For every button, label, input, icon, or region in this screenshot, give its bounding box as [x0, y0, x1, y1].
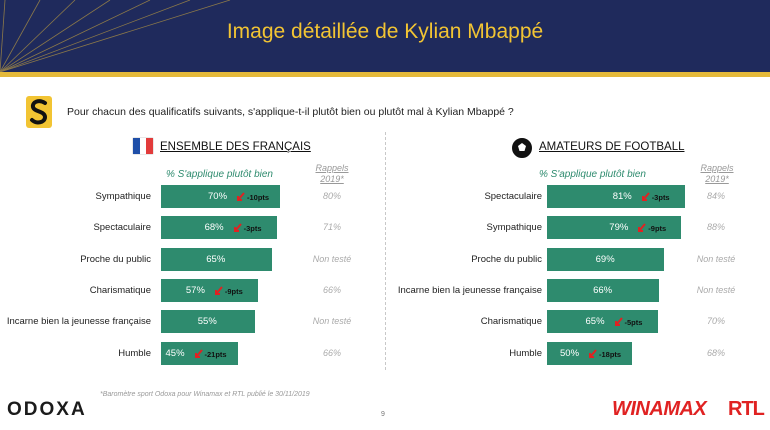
rappel-value: 66%	[322, 347, 341, 358]
delta-label: -9pts	[648, 224, 667, 234]
category-label: Proche du public	[471, 253, 542, 265]
panel-title-amateurs: AMATEURS DE FOOTBALL	[539, 141, 685, 153]
category-label: Proche du public	[80, 253, 151, 265]
bar-value-label: 57%	[185, 284, 205, 296]
page-title: Image détaillée de Kylian Mbappé	[226, 20, 544, 43]
down-arrow-icon	[214, 286, 223, 295]
bar-value-label: 65%	[206, 253, 226, 265]
france-flag-icon	[133, 138, 154, 154]
rappel-header-right: Rappels 2019*	[697, 163, 737, 185]
panel-title-francais: ENSEMBLE DES FRANÇAIS	[160, 141, 311, 153]
rappel-value: Non testé	[312, 316, 352, 327]
bar	[547, 278, 660, 302]
odoxa-s-logo	[26, 96, 52, 128]
delta-label: -5pts	[624, 318, 643, 328]
category-label: Incarne bien la jeunesse française	[6, 316, 151, 328]
category-label: Charismatique	[480, 316, 542, 328]
bar-value-label: 68%	[204, 222, 224, 234]
rappel-header-left: Rappels 2019*	[312, 163, 352, 185]
rappel-value: 68%	[706, 347, 725, 358]
bar	[161, 310, 255, 334]
bar	[161, 278, 258, 302]
rappel-header-line2: 2019*	[320, 174, 344, 184]
header-rays-decoration	[0, 0, 231, 72]
value-header-left: % S'applique plutôt bien	[166, 169, 273, 180]
category-label: Spectaculaire	[93, 222, 151, 234]
bar-value-label: 70%	[208, 191, 228, 202]
rappel-value: 66%	[322, 284, 341, 295]
rappel-header-line2: 2019*	[705, 174, 729, 184]
delta-label: -3pts	[651, 193, 670, 202]
value-header-right: % S'applique plutôt bien	[539, 169, 646, 180]
bar-value-label: 66%	[593, 284, 613, 296]
category-label: Humble	[118, 347, 151, 359]
rappel-value: 88%	[706, 222, 725, 233]
bar-value-label: 65%	[585, 316, 605, 328]
bar	[161, 247, 272, 271]
bar	[547, 247, 665, 271]
rappel-value: Non testé	[696, 284, 736, 295]
delta-label: -21pts	[204, 349, 227, 359]
rappel-value: Non testé	[312, 253, 352, 264]
down-arrow-icon	[194, 348, 203, 358]
bar-value-label: 69%	[595, 253, 615, 265]
footer-source-note: *Baromètre sport Odoxa pour Winamax et R…	[100, 391, 310, 398]
winamax-logo: WINAMAX	[612, 398, 707, 420]
delta-label: -18pts	[599, 349, 622, 359]
delta-label: -9pts	[224, 286, 243, 296]
page-number: 9	[381, 411, 385, 418]
soccer-ball-icon	[512, 138, 532, 158]
bar	[547, 310, 658, 334]
down-arrow-icon	[589, 348, 597, 358]
rappel-value: 84%	[706, 191, 725, 201]
delta-label: -3pts	[243, 224, 262, 234]
category-label: Sympathique	[95, 191, 151, 202]
bar	[161, 185, 280, 208]
header-band: Image détaillée de Kylian Mbappé	[0, 0, 770, 72]
rappel-header-line1: Rappels	[315, 163, 349, 173]
down-arrow-icon	[638, 223, 647, 233]
down-arrow-icon	[237, 192, 245, 201]
header-gold-stripe	[0, 72, 770, 77]
category-label: Charismatique	[89, 284, 151, 296]
down-arrow-icon	[641, 192, 650, 201]
category-label: Incarne bien la jeunesse française	[397, 284, 542, 296]
bar-value-label: 79%	[609, 222, 629, 234]
delta-label: -10pts	[247, 193, 270, 202]
rappel-value: 71%	[322, 222, 341, 233]
bar-value-label: 50%	[560, 347, 580, 359]
down-arrow-icon	[614, 317, 623, 327]
down-arrow-icon	[233, 223, 242, 233]
rtl-logo: RTL	[728, 398, 765, 420]
rappel-header-line1: Rappels	[700, 163, 734, 173]
odoxa-logo: ODOXA	[7, 399, 87, 420]
bar	[547, 185, 685, 208]
rappel-value: 70%	[706, 316, 725, 327]
category-label: Spectaculaire	[484, 191, 542, 202]
bar-value-label: 45%	[165, 347, 185, 359]
bar	[547, 216, 682, 240]
bar	[161, 216, 277, 240]
rappel-value: 80%	[322, 191, 341, 201]
bar-value-label: 81%	[612, 191, 632, 202]
bar-value-label: 55%	[197, 316, 217, 328]
panel-divider	[385, 132, 386, 370]
rappel-value: Non testé	[696, 253, 736, 264]
question-text: Pour chacun des qualificatifs suivants, …	[67, 106, 514, 118]
category-label: Humble	[509, 347, 542, 359]
category-label: Sympathique	[486, 222, 542, 234]
